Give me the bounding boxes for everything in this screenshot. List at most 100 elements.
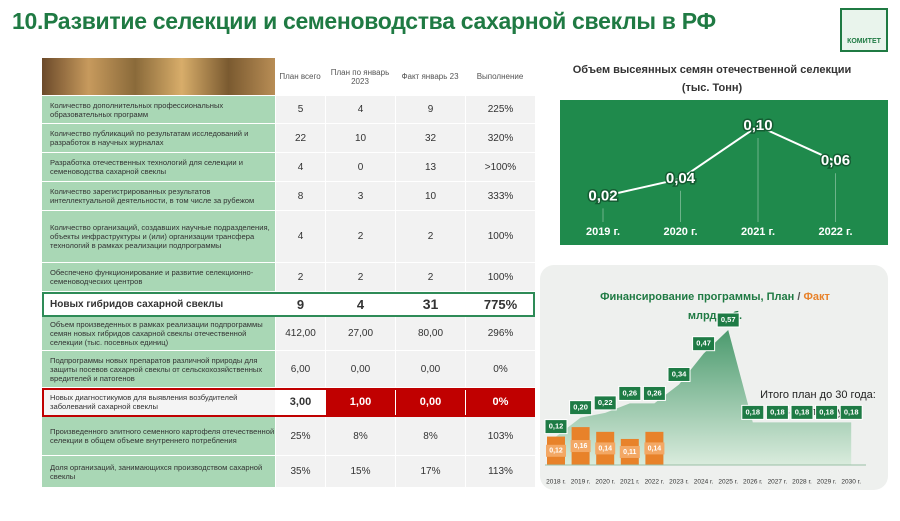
table-value: 4 xyxy=(275,211,325,263)
line xyxy=(602,124,836,198)
row-label: Количество организаций, создавших научны… xyxy=(42,211,275,263)
table-value: 0,00 xyxy=(325,351,395,388)
x-tick-label: 2030 г. xyxy=(841,479,861,486)
label-box xyxy=(765,404,789,420)
data-label: 0,12 xyxy=(549,422,564,431)
table-value: 333% xyxy=(465,182,535,211)
x-tick-label: 2025 г. xyxy=(718,479,738,486)
table-value: 296% xyxy=(465,317,535,351)
table-value: 2 xyxy=(325,263,395,292)
chart-panel xyxy=(560,100,888,245)
data-label: 0,06 xyxy=(821,152,850,169)
table-value: 2 xyxy=(325,211,395,263)
label-box xyxy=(716,312,740,328)
bar xyxy=(547,436,565,465)
label-box xyxy=(667,366,691,382)
table-value: 17% xyxy=(395,456,465,488)
x-tick-label: 2019 г. xyxy=(571,479,591,486)
label-box xyxy=(544,419,568,435)
table-value: 4 xyxy=(275,153,325,182)
title-part: Финансирование программы, xyxy=(600,291,763,303)
title-part: / xyxy=(797,291,800,303)
title-part: План xyxy=(767,291,795,303)
row-label: Объем произведенных в рамках реализации … xyxy=(42,317,275,351)
label-box xyxy=(593,395,617,411)
row-label: Доля организаций, занимающихся производс… xyxy=(42,456,275,488)
x-tick-label: 2018 г. xyxy=(546,479,566,486)
x-tick-label: 2019 г. xyxy=(586,226,620,238)
column-header: Выполнение xyxy=(465,58,535,95)
table-value: 775% xyxy=(465,292,535,317)
x-tick-label: 2020 г. xyxy=(663,226,697,238)
table-value: 32 xyxy=(395,124,465,153)
annotation: 3,3 млрд руб. xyxy=(784,406,853,418)
row-label: Новых диагностикумов для выявления возбу… xyxy=(42,388,275,417)
column-header: План всего xyxy=(275,58,325,95)
data-label: 0,14 xyxy=(648,445,662,452)
table-value: 5 xyxy=(275,96,325,124)
annotation: Итого план до 30 года: xyxy=(760,389,876,401)
label-box xyxy=(790,404,814,420)
table-value: 2 xyxy=(275,263,325,292)
table-value: 27,00 xyxy=(325,317,395,351)
x-tick-label: 2020 г. xyxy=(595,479,615,486)
table-value: 2 xyxy=(395,263,465,292)
column-header: План по январь 2023 xyxy=(325,58,395,95)
photo-header xyxy=(42,58,275,95)
label-box xyxy=(692,336,716,352)
table-value: 6,00 xyxy=(275,351,325,388)
x-tick-label: 2023 г. xyxy=(669,479,689,486)
x-tick-label: 2029 г. xyxy=(817,479,837,486)
x-tick-label: 2028 г. xyxy=(792,479,812,486)
table-value: 2 xyxy=(395,211,465,263)
row-label: Количество дополнительных профессиональн… xyxy=(42,96,275,124)
row-label: Разработка отечественных технологий для … xyxy=(42,153,275,182)
table-value: 0% xyxy=(465,351,535,388)
data-label: 0,18 xyxy=(844,407,859,416)
data-label: 0,16 xyxy=(574,443,588,450)
chart-title: Финансирование программы, План / Факт xyxy=(600,291,830,303)
data-label: 0,18 xyxy=(819,407,834,416)
title-part: Факт xyxy=(803,291,830,303)
table-value: 8% xyxy=(325,417,395,456)
x-tick-label: 2022 г. xyxy=(645,479,665,486)
bar xyxy=(645,431,664,465)
data-label: 0,18 xyxy=(795,407,810,416)
data-label: 0,26 xyxy=(622,388,637,397)
label-box xyxy=(839,404,863,420)
table-value: 10 xyxy=(325,124,395,153)
table-value: 15% xyxy=(325,456,395,488)
table-value: 22 xyxy=(275,124,325,153)
label-box xyxy=(569,400,593,416)
table-value: 412,00 xyxy=(275,317,325,351)
data-label: 0,20 xyxy=(573,403,588,412)
x-tick-label: 2021 г. xyxy=(741,226,775,238)
data-label: 0,18 xyxy=(770,407,785,416)
x-tick-label: 2022 г. xyxy=(818,226,852,238)
data-label: 0,22 xyxy=(598,398,613,407)
data-label: 0,57 xyxy=(721,315,736,324)
data-label: 0,10 xyxy=(743,117,772,134)
area xyxy=(556,330,852,465)
table-value: 0,00 xyxy=(395,351,465,388)
label-box xyxy=(815,404,839,420)
chart-title: Объем высеянных семян отечественной селе… xyxy=(573,64,852,76)
table-value: 35% xyxy=(275,456,325,488)
table-value: 0% xyxy=(465,388,535,417)
column-header: Факт январь 23 xyxy=(395,58,465,95)
row-highlight xyxy=(42,388,535,417)
table-value: 100% xyxy=(465,211,535,263)
table-value: 8% xyxy=(395,417,465,456)
label-box xyxy=(595,442,616,455)
row-label: Количество зарегистрированных результато… xyxy=(42,182,275,211)
bar xyxy=(620,438,639,465)
chart-subtitle: (тыс. Тонн) xyxy=(682,82,743,94)
row-highlight xyxy=(42,292,535,317)
chart-panel xyxy=(540,265,888,490)
x-tick-label: 2024 г. xyxy=(694,479,714,486)
table-value: 10 xyxy=(395,182,465,211)
table-value: 9 xyxy=(395,96,465,124)
data-label: 0,18 xyxy=(745,407,760,416)
data-label: 0,04 xyxy=(666,170,696,187)
